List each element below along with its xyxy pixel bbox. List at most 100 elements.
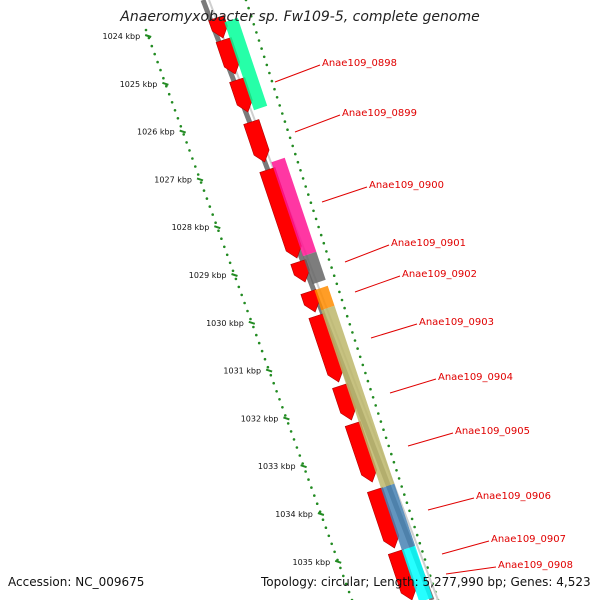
tick-dot [298, 454, 302, 457]
tick-dot [185, 141, 188, 144]
cds-arrow [308, 313, 344, 383]
tick-dot [348, 323, 352, 326]
tick-dot [321, 518, 325, 521]
tick-dot [278, 398, 281, 401]
gene-label[interactable]: Anae109_0905 [455, 426, 530, 437]
kbp-major-tick [317, 512, 325, 516]
tick-dot [153, 52, 156, 56]
tick-dot [246, 309, 249, 313]
tick-dot [374, 404, 378, 407]
tick-dot [270, 79, 274, 83]
gene-leader-line [354, 275, 401, 293]
tick-dot [257, 341, 261, 345]
kbp-tick-label: 1025 kbp [120, 80, 158, 89]
cog-color-track [224, 17, 433, 600]
kbp-major-tick [300, 464, 307, 469]
gene-label[interactable]: Anae109_0906 [476, 491, 551, 502]
tick-dot [332, 274, 336, 278]
tick-dot [252, 23, 256, 26]
gene-label[interactable]: Anae109_0902 [402, 269, 477, 280]
gene-label[interactable]: Anae109_0908 [498, 560, 573, 571]
tick-dot [281, 406, 284, 409]
tick-dot [312, 209, 315, 213]
tick-dot [237, 285, 241, 289]
tick-dot [291, 144, 295, 148]
tick-dot [262, 55, 266, 59]
gene-label[interactable]: Anae109_0901 [391, 238, 466, 249]
genome-info-text: Topology: circular; Length: 5,277,990 bp… [261, 575, 591, 589]
tick-dot [327, 258, 331, 261]
gene-leader-line [274, 64, 321, 83]
tick-dot [191, 157, 194, 160]
tick-dot [214, 221, 217, 224]
kbp-tick-label: 1026 kbp [137, 128, 175, 137]
tick-dot [418, 541, 422, 545]
tick-dot [272, 381, 276, 385]
tick-dot [284, 414, 287, 417]
tick-dot [314, 217, 318, 221]
gene-label[interactable]: Anae109_0898 [322, 58, 397, 69]
cds-arrow [367, 487, 400, 549]
tick-dot [400, 485, 404, 488]
tick-dot [254, 333, 258, 337]
tick-dot [234, 277, 238, 281]
cog-color-bar [303, 251, 326, 285]
tick-dot [366, 379, 370, 383]
kbp-tick-label: 1028 kbp [172, 223, 210, 232]
tick-dot [423, 558, 427, 561]
tick-dot [343, 306, 346, 310]
kbp-tick-label: 1029 kbp [189, 271, 227, 280]
tick-dot [165, 84, 168, 88]
tick-dot [269, 373, 273, 377]
kbp-tick-label: 1027 kbp [154, 175, 192, 184]
tick-dot [286, 422, 290, 425]
kbp-tick-label: 1034 kbp [275, 510, 313, 519]
tick-dot [170, 101, 174, 104]
tick-dot [421, 550, 424, 553]
kbp-major-tick [231, 273, 238, 277]
cds-arrow [243, 119, 270, 163]
tick-dot [273, 87, 276, 91]
gene-label[interactable]: Anae109_0907 [491, 534, 566, 545]
kbp-tick-label: 1031 kbp [223, 367, 261, 376]
tick-dot [266, 365, 270, 369]
tick-dot [307, 478, 310, 481]
tick-dot [318, 510, 322, 513]
tick-dot [361, 363, 365, 367]
kbp-tick-label: 1024 kbp [102, 32, 140, 41]
tick-dot [325, 250, 328, 253]
gene-label[interactable]: Anae109_0903 [419, 317, 494, 328]
gene-label-group: Anae109_0898 Anae109_0899 Anae109_0900 Anae… [274, 58, 573, 575]
tick-dot [167, 92, 171, 96]
tick-dot [217, 229, 220, 232]
tick-dot [283, 120, 287, 123]
tick-dot [173, 109, 177, 112]
tick-dot [330, 266, 333, 269]
tick-dot [379, 420, 383, 423]
tick-dot [247, 6, 250, 10]
gene-label[interactable]: Anae109_0904 [438, 372, 513, 383]
tick-dot [397, 477, 401, 480]
tick-dot [243, 301, 246, 305]
tick-dot [351, 331, 354, 334]
tick-dot [330, 542, 334, 546]
tick-dot [384, 436, 388, 440]
tick-dot [260, 349, 264, 353]
kbp-major-tick [213, 225, 221, 230]
gene-label[interactable]: Anae109_0900 [369, 180, 444, 191]
tick-dot [395, 469, 398, 472]
outer-tick-track [244, 0, 440, 600]
cog-color-bar [321, 305, 395, 489]
tick-dot [335, 282, 339, 286]
tick-dot [358, 355, 362, 359]
gene-leader-line [370, 323, 418, 339]
tick-dot [211, 213, 214, 216]
kbp-major-tick [334, 559, 342, 564]
tick-dot [324, 526, 328, 529]
tick-dot [387, 444, 391, 448]
gene-label[interactable]: Anae109_0899 [342, 108, 417, 119]
tick-dot [194, 165, 197, 168]
tick-dot [278, 104, 282, 107]
tick-dot [342, 574, 345, 578]
